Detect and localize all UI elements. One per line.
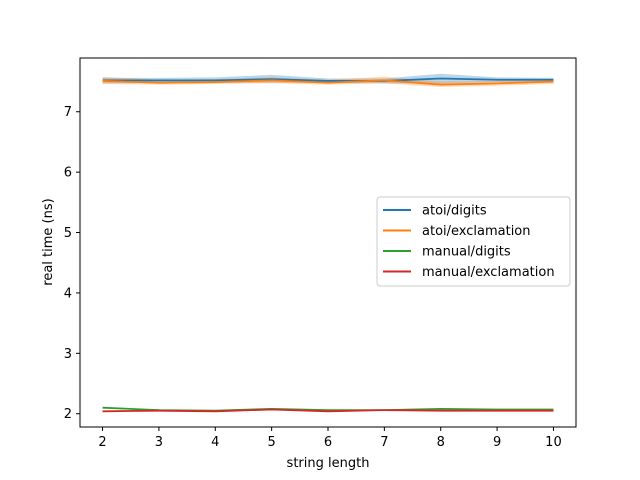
series-line-3	[102, 408, 554, 413]
legend-box	[376, 196, 571, 287]
x-tick-label-6: 8	[437, 435, 445, 450]
y-tick-label-3: 5	[64, 226, 72, 241]
x-tick-label-8: 10	[545, 435, 562, 450]
x-tick-label-2: 4	[211, 435, 219, 450]
y-axis-label: real time (ns)	[41, 198, 56, 285]
x-axis-label: string length	[287, 456, 370, 471]
x-axis: 2 3 4 5 6 7 8 9 10	[98, 427, 562, 450]
x-tick-label-4: 6	[324, 435, 332, 450]
y-tick-label-4: 6	[64, 166, 72, 181]
x-tick-label-3: 5	[267, 435, 275, 450]
y-tick-label-1: 3	[64, 347, 72, 362]
legend-label-2: manual/digits	[422, 245, 511, 260]
y-tick-label-0: 2	[64, 407, 72, 422]
legend-label-0: atoi/digits	[422, 204, 487, 219]
series-line-1	[102, 79, 554, 86]
series-line-0	[102, 77, 554, 82]
y-tick-label-5: 7	[64, 105, 72, 120]
x-tick-label-0: 2	[98, 435, 106, 450]
y-axis: 2 3 4 5 6 7	[64, 105, 80, 422]
series-lines	[102, 77, 554, 413]
legend-label-1: atoi/exclamation	[422, 224, 531, 239]
x-tick-label-1: 3	[155, 435, 163, 450]
x-tick-label-7: 9	[493, 435, 501, 450]
legend-label-3: manual/exclamation	[422, 265, 555, 280]
y-tick-label-2: 4	[64, 286, 72, 301]
x-tick-label-5: 7	[380, 435, 388, 450]
legend: atoi/digits atoi/exclamation manual/digits…	[376, 196, 571, 287]
